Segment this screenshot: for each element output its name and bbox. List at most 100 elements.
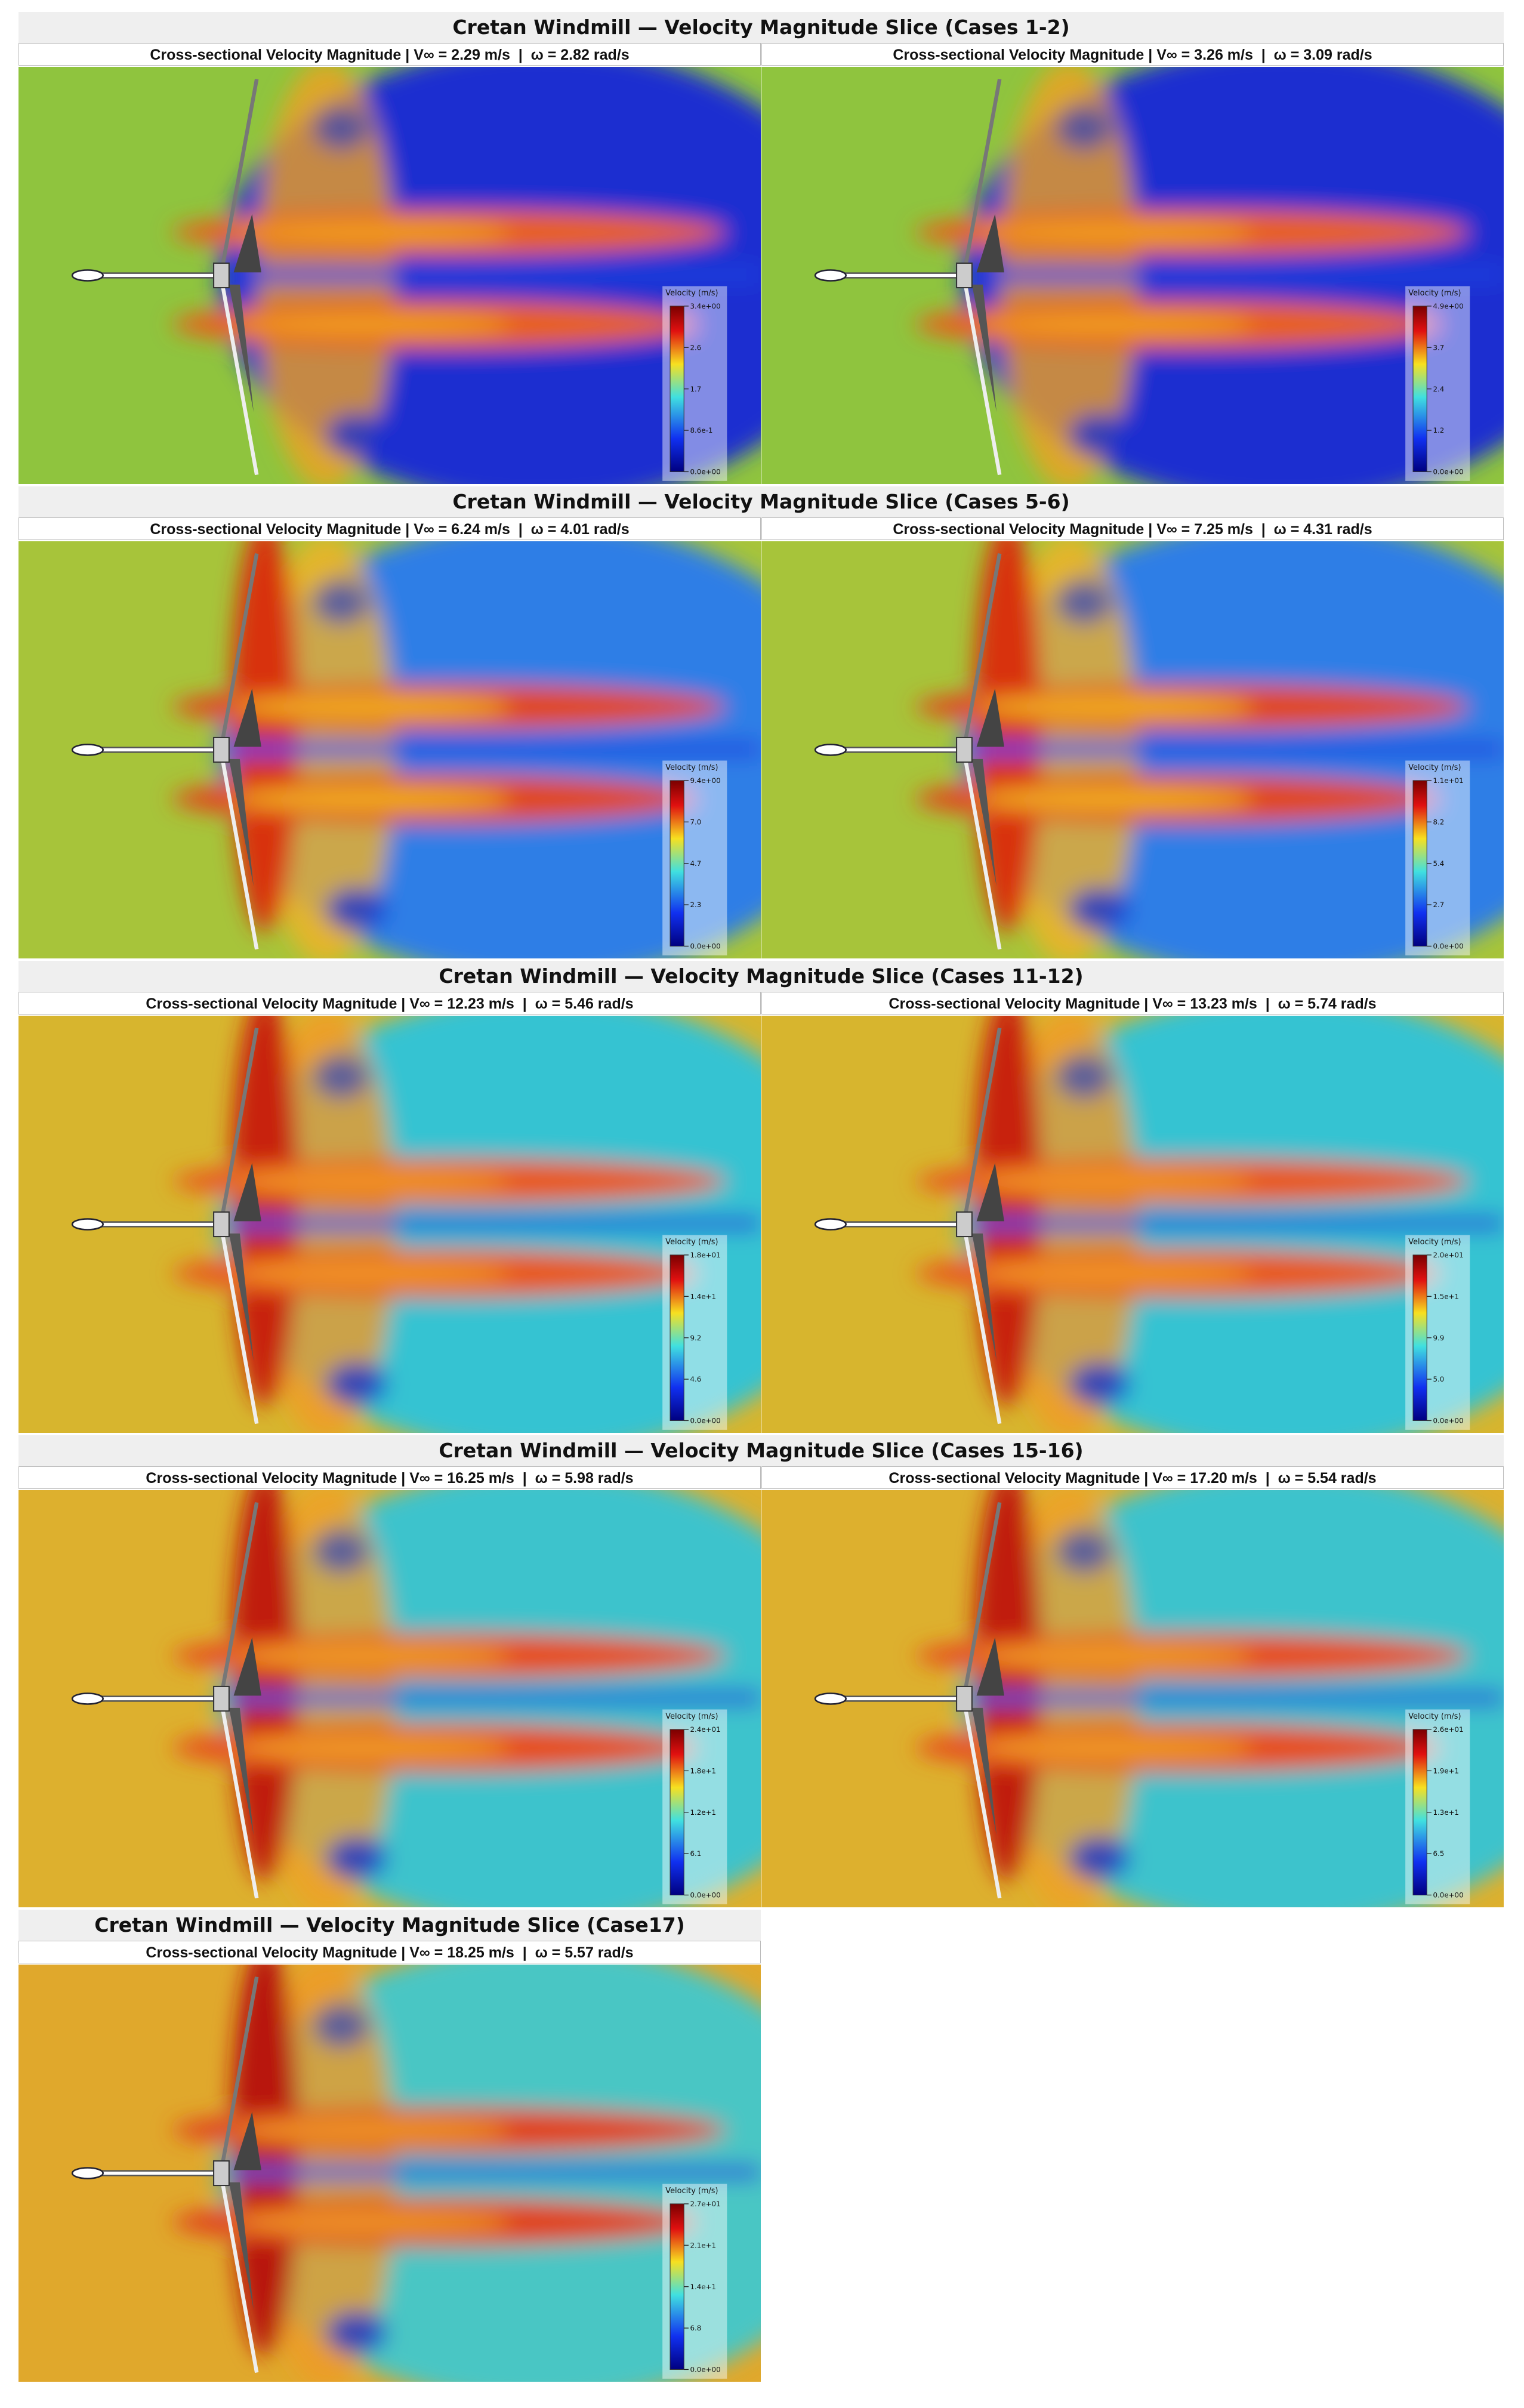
velocity-field: Velocity (m/s) 1.8e+01 1.4e+1 9.2 4.6 0.0e+00 [18,1016,761,1433]
sail-upper [976,1163,1004,1222]
colorbar: Velocity (m/s) 2.6e+01 1.9e+1 1.3e+1 6.5 0.0e… [1405,1709,1470,1904]
velocity-field: Velocity (m/s) 3.4e+00 2.6 1.7 8.6e-1 0.0e+00 [18,67,761,484]
colorbar-tick-label: 2.3 [690,901,702,909]
sail-upper [233,1163,261,1222]
colorbar-tick-label: 0.0e+00 [690,468,721,476]
colorbar-label: Velocity (m/s) [665,1238,718,1247]
group-title: Cretan Windmill — Velocity Magnitude Sli… [18,1435,1504,1466]
velocity-field: Velocity (m/s) 1.1e+01 8.2 5.4 2.7 0.0e+00 [761,541,1504,958]
blade-lower [219,2176,259,2373]
colorbar-scale [670,306,684,472]
center-streak [968,267,1504,282]
lower-jet-core [233,788,511,810]
nose [71,744,104,756]
colorbar-tick-label: 6.8 [690,2324,702,2332]
colorbar-label: Velocity (m/s) [1408,763,1461,772]
vortex [1069,1836,1131,1880]
blade-lower [219,1701,259,1899]
colorbar: Velocity (m/s) 1.8e+01 1.4e+1 9.2 4.6 0.0e+00 [662,1235,727,1430]
blade-upper [219,553,259,747]
blade-upper [219,1501,259,1696]
blade-lower [962,1701,1002,1899]
windmill [71,1501,261,1899]
colorbar-tick-label: 1.2e+1 [690,1808,717,1817]
blade-upper [962,1501,1002,1696]
colorbar-tick-label: 0.0e+00 [1433,942,1464,951]
colorbar-tick-label: 9.4e+00 [690,776,721,785]
blade-upper [962,553,1002,747]
velocity-field: Velocity (m/s) 2.4e+01 1.8e+1 1.2e+1 6.1 0.0e… [18,1490,761,1907]
colorbar: Velocity (m/s) 2.0e+01 1.5e+1 9.9 5.0 0.0e+00 [1405,1235,1470,1430]
colorbar-tick-label: 2.6e+01 [1433,1725,1464,1734]
colorbar-tick-label: 3.7 [1433,343,1445,352]
vortex [313,106,369,150]
blade-lower [962,1227,1002,1425]
colorbar-tick-label: 0.0e+00 [690,942,721,951]
colorbar-tick-label: 1.8e+01 [690,1251,721,1259]
panel-subtitle: Cross-sectional Velocity Magnitude | V∞ … [761,992,1504,1015]
nose [814,1692,847,1705]
colorbar-scale [670,780,684,946]
flow [172,541,761,958]
colorbar-tick-label: 1.3e+1 [1433,1808,1460,1817]
colorbar-label: Velocity (m/s) [665,763,718,772]
lower-jet-core [233,2211,511,2233]
blade-upper [219,1027,259,1222]
hub [213,1685,230,1712]
colorbar-tick-label: 8.6e-1 [690,426,713,434]
panel-subtitle: Cross-sectional Velocity Magnitude | V∞ … [18,992,761,1015]
hub [956,262,973,289]
windmill [71,553,261,950]
upper-jet-core [976,1170,1254,1192]
colorbar-scale [1412,306,1427,472]
colorbar: Velocity (m/s) 9.4e+00 7.0 4.7 2.3 0.0e+00 [662,760,727,955]
panel-subtitle: Cross-sectional Velocity Magnitude | V∞ … [761,517,1504,540]
lower-jet-core [976,1262,1254,1284]
blade-lower [219,278,259,476]
flow [915,67,1504,484]
vortex [326,887,388,931]
vortex [1069,887,1131,931]
lower-jet-core [976,313,1254,335]
panel-subtitle: Cross-sectional Velocity Magnitude | V∞ … [18,43,761,66]
center-streak [968,1216,1504,1231]
colorbar-tick-label: 7.0 [690,818,702,826]
nose [814,744,847,756]
colorbar-tick-label: 0.0e+00 [1433,1417,1464,1425]
lower-jet-core [233,313,511,335]
center-streak [968,742,1504,756]
lower-jet-core [233,1737,511,1759]
center-streak [226,742,761,756]
colorbar-tick-label: 1.1e+01 [1433,776,1464,785]
blade-upper [219,78,259,273]
colorbar-label: Velocity (m/s) [665,2187,718,2196]
colorbar-label: Velocity (m/s) [1408,289,1461,298]
colorbar-scale [1412,780,1427,946]
nose [71,1692,104,1705]
colorbar-tick-label: 1.7 [690,385,702,393]
colorbar-tick-label: 6.1 [690,1849,702,1858]
colorbar-tick-label: 5.0 [1433,1375,1445,1383]
upper-jet-core [976,221,1254,243]
colorbar-tick-label: 0.0e+00 [690,1417,721,1425]
velocity-field: Velocity (m/s) 2.6e+01 1.9e+1 1.3e+1 6.5 0.0e… [761,1490,1504,1907]
blade-upper [962,78,1002,273]
windmill [71,1027,261,1425]
hub [213,2160,230,2187]
vortex [313,581,369,624]
blade-upper [962,1027,1002,1222]
colorbar-scale [1412,1729,1427,1895]
vortex [326,1836,388,1880]
colorbar-tick-label: 8.2 [1433,818,1445,826]
windmill [814,1027,1004,1425]
flow [172,1016,761,1433]
sail-upper [233,214,261,273]
panel-subtitle: Cross-sectional Velocity Magnitude | V∞ … [761,43,1504,66]
sail-upper [233,2111,261,2170]
colorbar-scale [670,2203,684,2370]
sail-lower [229,759,254,887]
group-title: Cretan Windmill — Velocity Magnitude Sli… [18,486,1504,517]
colorbar-tick-label: 3.4e+00 [690,302,721,310]
vortex [326,413,388,457]
sail-upper [233,1637,261,1696]
